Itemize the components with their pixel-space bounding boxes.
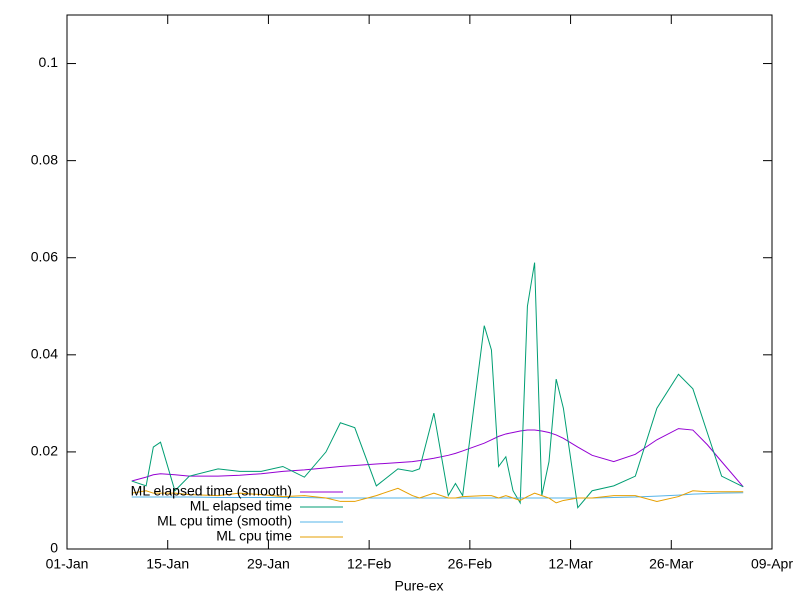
x-tick-label: 09-Apr (751, 556, 793, 572)
y-tick-label: 0.06 (31, 248, 58, 264)
plot-frame (66, 14, 773, 550)
series-line (131, 428, 744, 488)
x-tick-label: 29-Jan (247, 556, 290, 572)
series-line (131, 262, 744, 509)
y-tick-label: 0.1 (39, 54, 59, 70)
y-tick-label: 0 (50, 540, 58, 556)
y-tick-label: 0.04 (31, 346, 58, 362)
x-tick-label: 26-Feb (448, 556, 493, 572)
series-line (131, 487, 744, 504)
legend-label: ML cpu time (smooth) (157, 513, 292, 529)
y-tick-label: 0.02 (31, 443, 58, 459)
series-line (131, 492, 744, 499)
x-tick-label: 12-Feb (347, 556, 392, 572)
legend-label: ML elapsed time (190, 498, 292, 514)
x-axis-label: Pure-ex (394, 578, 443, 594)
y-tick-label: 0.08 (31, 151, 58, 167)
x-tick-label: 26-Mar (649, 556, 694, 572)
legend-label: ML cpu time (216, 528, 292, 544)
x-tick-label: 01-Jan (46, 556, 89, 572)
x-tick-label: 15-Jan (146, 556, 189, 572)
x-tick-label: 12-Mar (548, 556, 593, 572)
legend-label: ML elapsed time (smooth) (131, 483, 292, 499)
